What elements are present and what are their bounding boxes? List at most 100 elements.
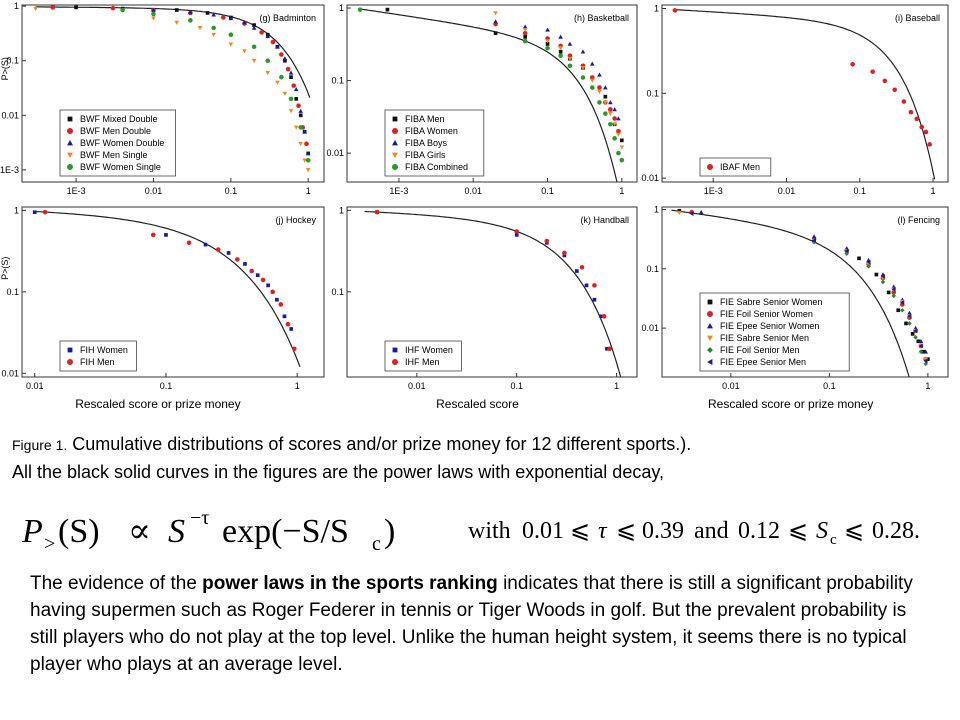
data-point [919, 124, 924, 130]
legend-box [699, 292, 850, 372]
data-point [608, 100, 613, 105]
legend-label: FIH Men [80, 357, 115, 367]
data-point [900, 307, 905, 313]
y-tick-label: 1 [339, 205, 344, 215]
data-point [612, 107, 617, 112]
data-point [580, 65, 586, 71]
formula-leq-3: ⩽ [788, 518, 808, 544]
legend-marker [392, 164, 398, 170]
data-point [235, 257, 240, 262]
legend-label: BWF Women Single [80, 162, 161, 172]
body-paragraph: The evidence of the power laws in the sp… [30, 570, 935, 678]
data-point [619, 138, 624, 143]
y-tick-label: 0.1 [331, 287, 344, 297]
legend-label: FIE Foil Senior Men [720, 345, 800, 355]
data-point [918, 349, 924, 355]
data-point [882, 78, 888, 84]
data-point [255, 273, 260, 278]
data-point [50, 5, 56, 10]
x-tick-label: 0.01 [26, 381, 44, 391]
data-point [33, 6, 38, 11]
series-2 [374, 209, 612, 352]
data-point [558, 53, 563, 59]
data-point [270, 39, 276, 45]
data-point [203, 242, 208, 247]
data-point [608, 107, 613, 112]
y-tick-label: 0.01 [326, 148, 344, 158]
x-tick-label: 1 [619, 186, 624, 196]
data-point [302, 129, 307, 134]
legend-label: FIE Epee Senior Women [720, 321, 819, 331]
data-point [844, 251, 850, 256]
data-point [558, 34, 563, 39]
plot-area [33, 5, 311, 173]
legend: FIH Women FIH Men [59, 340, 137, 372]
data-point [251, 44, 257, 50]
legend-box [699, 157, 772, 177]
data-point [120, 7, 125, 13]
data-point [616, 116, 621, 121]
data-point [584, 283, 589, 288]
fit-curve [35, 6, 311, 98]
x-axis-label: Rescaled score [436, 397, 519, 411]
legend-marker [707, 335, 713, 341]
fit-curve [364, 210, 622, 377]
data-point [580, 75, 586, 80]
x-tick-label: 1 [295, 381, 300, 391]
data-point [567, 56, 573, 62]
data-point [603, 85, 608, 90]
data-point [282, 91, 288, 96]
data-point [288, 70, 294, 75]
data-point [844, 248, 849, 254]
caption-text-1: Cumulative distributions of scores and/o… [67, 434, 692, 454]
legend-marker [707, 323, 713, 329]
data-point [891, 293, 897, 299]
legend-marker [707, 311, 713, 317]
data-point [259, 30, 264, 35]
data-point [385, 7, 390, 12]
data-point [900, 300, 905, 305]
data-point [612, 122, 617, 127]
data-point [283, 58, 287, 63]
data-point [616, 150, 621, 156]
data-point [601, 314, 607, 319]
data-point [923, 129, 929, 135]
body-text-part1: The evidence of the [30, 573, 203, 594]
data-point [228, 42, 234, 47]
data-point [567, 63, 573, 69]
legend: BWF Mixed Double BWF Men Double BWF Women … [59, 109, 176, 177]
data-point [285, 66, 291, 72]
formula-cond2-left: 0.12 [738, 518, 780, 544]
formula-sc: S [816, 518, 828, 544]
x-tick-label: 0.01 [145, 186, 163, 196]
data-point [305, 151, 311, 156]
data-point [907, 321, 912, 326]
data-point [927, 142, 932, 147]
data-point [558, 49, 563, 54]
data-point [589, 78, 595, 83]
data-point [605, 346, 609, 351]
data-point [589, 75, 595, 80]
data-point [110, 5, 116, 11]
legend-box [384, 340, 462, 372]
formula-lhs-arg: (S) [58, 513, 100, 550]
data-point [296, 103, 301, 109]
data-point [811, 234, 817, 239]
data-point [545, 45, 550, 51]
data-point [597, 100, 602, 105]
data-point [251, 25, 257, 30]
y-tick-label: 0.1 [646, 264, 659, 274]
data-point [597, 72, 602, 77]
data-point [493, 11, 498, 16]
data-point [589, 61, 595, 66]
figure-caption-line-2: All the black solid curves in the figure… [12, 462, 665, 482]
series-1 [672, 8, 932, 147]
data-point [545, 39, 550, 44]
data-point [298, 142, 304, 147]
data-point [907, 313, 912, 319]
data-point [205, 11, 210, 15]
formula-leq-2: ⩽ [616, 518, 636, 544]
legend-label: IHF Women [405, 345, 453, 355]
figure-label: Figure 1. [12, 437, 68, 453]
data-point [567, 41, 573, 46]
